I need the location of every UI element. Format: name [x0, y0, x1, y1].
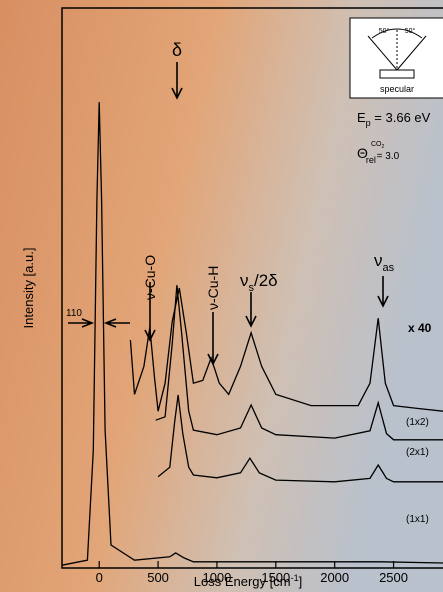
width-label: 110: [66, 308, 82, 319]
inset-label: specular: [380, 84, 414, 94]
curve-label: (1x2): [406, 417, 429, 428]
x-tick-label: 500: [147, 570, 169, 585]
chart: 50° 50° specular Ep = 3.66 eV Θrel = 3.0…: [0, 0, 443, 592]
x-tick-label: 1500: [261, 570, 290, 585]
angle-label: 50°: [379, 27, 390, 35]
x-tick-label: 1000: [202, 570, 231, 585]
x-tick-label: 0: [96, 570, 103, 585]
y-axis-label: Intensity [a.u.]: [21, 248, 36, 329]
peak-label: ν-Cu-H: [205, 266, 221, 310]
curve-label: x 40: [408, 321, 432, 335]
inset: 50° 50° specular: [350, 18, 443, 98]
curve-label: (2x1): [406, 447, 429, 458]
peak-label: δ: [172, 40, 182, 60]
x-tick-label: 2500: [379, 570, 408, 585]
x-tick-label: 2000: [320, 570, 349, 585]
angle-label: 50°: [405, 27, 416, 35]
curve-label: (1x1): [406, 514, 429, 525]
